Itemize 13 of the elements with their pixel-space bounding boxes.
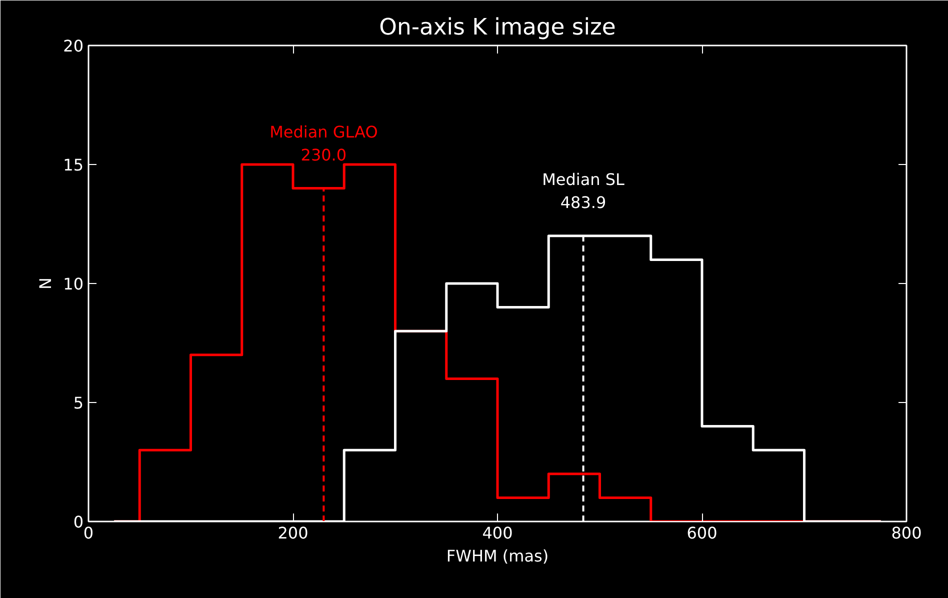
y-tick-label: 20 — [63, 36, 84, 56]
ref-line-label: Median SL 483.9 — [542, 170, 625, 212]
x-tick-label: 400 — [482, 524, 513, 542]
x-tick-label: 600 — [686, 524, 718, 542]
ref-line-label: Median GLAO 230.0 — [270, 122, 378, 164]
chart-title: On-axis K image size — [379, 14, 616, 40]
x-axis-title: FWHM (mas) — [446, 546, 549, 566]
x-tick-label: 800 — [891, 524, 922, 542]
y-tick-label: 5 — [73, 394, 84, 412]
y-tick-label: 10 — [63, 274, 84, 294]
y-tick-label: 15 — [63, 156, 84, 174]
x-tick-label: 200 — [278, 524, 308, 542]
y-axis-title: N — [36, 278, 56, 290]
